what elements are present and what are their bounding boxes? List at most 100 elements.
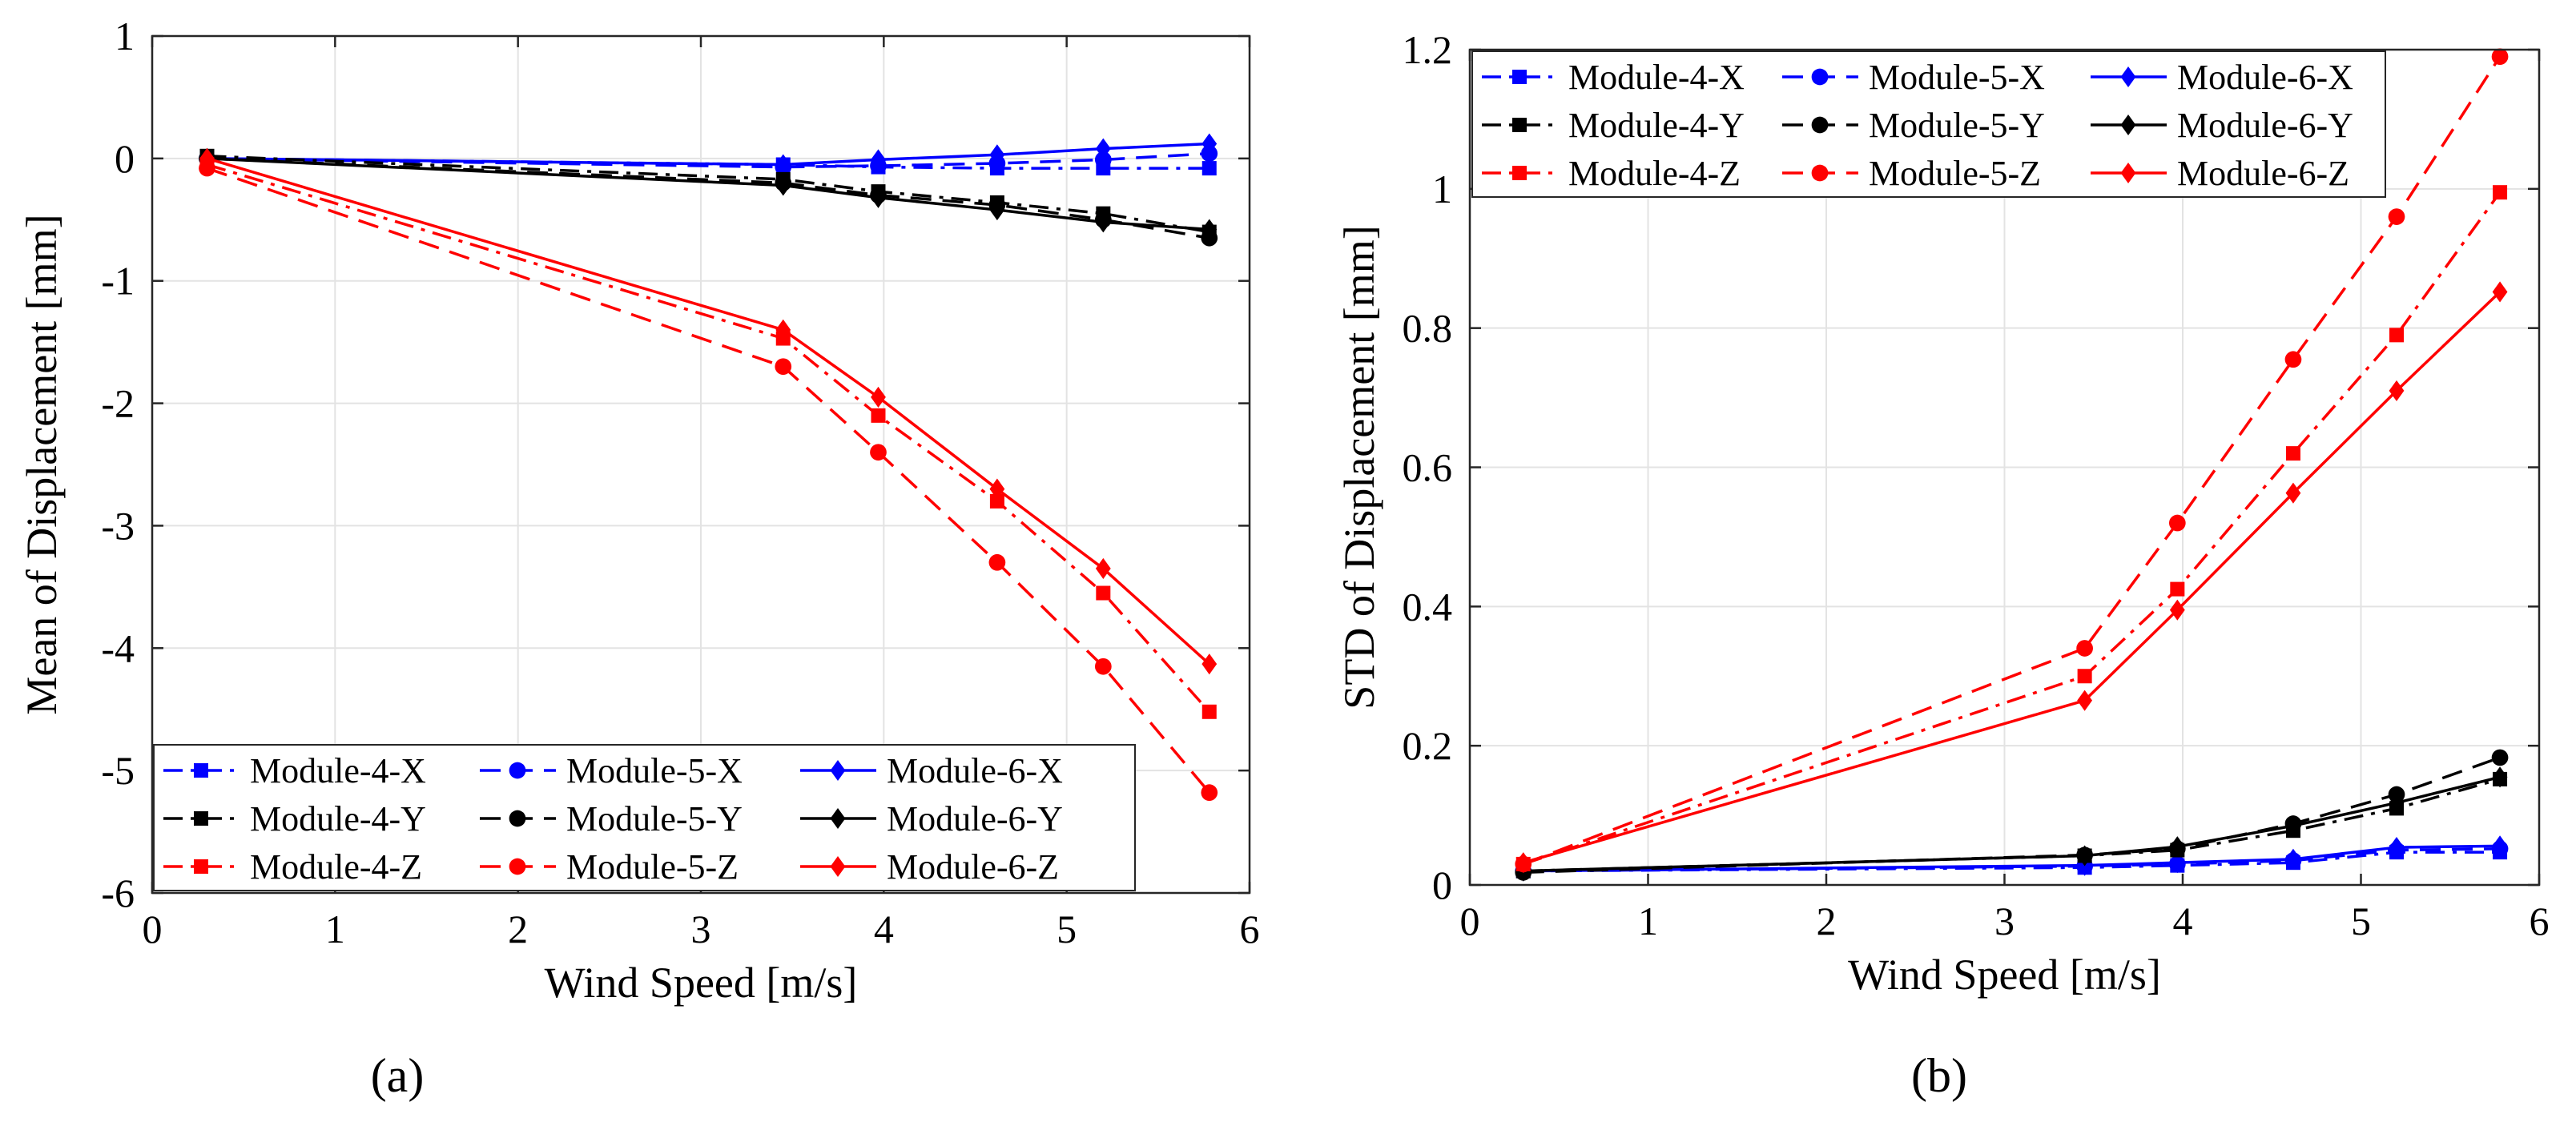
legend-entry: Module-4-Y: [163, 799, 426, 838]
data-point: [989, 493, 1004, 509]
y-tick-label: -2: [101, 381, 135, 426]
legend-label: Module-4-Y: [250, 799, 426, 838]
caption-b: (b): [1911, 1049, 1967, 1102]
legend-label: Module-4-X: [250, 751, 426, 790]
data-point: [989, 478, 1005, 500]
y-axis-label: STD of Displacement [mm]: [1335, 225, 1383, 709]
y-tick-label: 0.4: [1403, 584, 1453, 629]
series-line: [1523, 851, 2501, 873]
data-point: [1201, 219, 1218, 240]
legend-entry: Module-5-X: [1782, 58, 2045, 97]
legend-marker: [1811, 68, 1829, 86]
legend-marker: [1512, 70, 1527, 84]
legend-entry: Module-5-X: [480, 751, 743, 790]
x-tick-label: 1: [1638, 899, 1658, 943]
legend-entry: Module-6-X: [2091, 58, 2353, 97]
legend-entry: Module-6-Y: [2091, 106, 2353, 145]
x-tick-label: 2: [508, 907, 528, 951]
y-tick-label: 1: [115, 14, 135, 58]
series-module-6-z: [1515, 281, 2508, 874]
legend-marker: [509, 810, 526, 827]
legend-entry: Module-5-Z: [480, 847, 739, 887]
y-axis-label: Mean of Displacement [mm]: [18, 214, 66, 714]
data-point: [1095, 211, 1111, 233]
legend-entry: Module-6-Z: [2091, 154, 2349, 193]
data-point: [2169, 599, 2185, 621]
axes-frame: [151, 34, 1251, 895]
legend-entry: Module-5-Y: [1782, 106, 2045, 145]
series-line: [206, 167, 1211, 794]
legend-label: Module-6-Z: [887, 847, 1059, 887]
series-module-6-z: [199, 147, 1218, 675]
data-point: [2285, 482, 2301, 504]
data-point: [1095, 557, 1111, 579]
legend-label: Module-4-Z: [250, 847, 422, 887]
series-line: [1523, 775, 2501, 873]
legend-marker: [1811, 164, 1829, 182]
data-point: [2493, 185, 2508, 200]
data-point: [2492, 766, 2508, 788]
x-tick-label: 5: [2351, 899, 2371, 943]
chart-panel-a: 0 1 2 3 4 5 6 -6 -5 -4 -3 -2 -1 0 1 Wind Speed [m/s] Mea…: [18, 14, 1260, 1007]
data-point: [2076, 640, 2093, 657]
x-axis-label: Wind Speed [m/s]: [1848, 951, 2161, 999]
x-tick-label: 4: [2173, 899, 2193, 943]
data-point: [2285, 815, 2301, 837]
data-point: [1096, 585, 1111, 601]
legend-label: Module-4-Y: [1568, 106, 1745, 145]
data-point: [2491, 749, 2509, 766]
legend-label: Module-4-X: [1568, 58, 1745, 97]
legend-marker: [2120, 114, 2136, 136]
y-tick-label: 0: [115, 136, 135, 181]
x-tick-label: 5: [1057, 907, 1077, 951]
legend-marker: [2120, 66, 2136, 88]
y-tick-label: -3: [101, 503, 135, 548]
y-tick-label: 0.6: [1403, 445, 1453, 490]
data-point: [2388, 208, 2405, 225]
legend-label: Module-6-Z: [2177, 154, 2349, 193]
data-point: [989, 199, 1005, 221]
legend-entry: Module-5-Z: [1782, 154, 2041, 193]
series-line: [207, 157, 1210, 666]
legend-label: Module-6-X: [2177, 58, 2353, 97]
x-tick-label: 0: [1460, 899, 1480, 943]
y-tick-label: -1: [101, 259, 135, 304]
series-line: [1523, 291, 2502, 864]
data-point: [2389, 328, 2404, 343]
series-line: [207, 142, 1210, 167]
legend-entry: Module-4-Y: [1482, 106, 1745, 145]
data-point: [1094, 658, 1112, 675]
legend-marker: [830, 807, 846, 830]
legend-marker: [2120, 162, 2136, 184]
legend-label: Module-4-Z: [1568, 154, 1741, 193]
legend-label: Module-5-Z: [566, 847, 739, 887]
data-point: [2389, 380, 2405, 401]
legend-label: Module-5-X: [566, 751, 743, 790]
data-point: [1094, 151, 1112, 168]
legend-marker: [509, 762, 526, 779]
data-point: [871, 187, 886, 208]
legend-marker: [194, 763, 208, 778]
data-point: [199, 147, 215, 169]
legend-marker: [830, 855, 846, 878]
data-point: [2492, 835, 2508, 857]
series-line: [207, 155, 1210, 234]
data-point: [2168, 514, 2186, 532]
data-point: [871, 386, 886, 408]
data-point: [1201, 653, 1218, 675]
legend-marker: [830, 759, 846, 782]
data-point: [775, 175, 791, 196]
y-tick-label: 1: [1432, 167, 1452, 211]
data-point: [1095, 138, 1111, 159]
legend-marker: [1512, 166, 1527, 180]
series-line: [1523, 844, 2501, 873]
data-point: [2170, 581, 2185, 597]
legend-box: [1471, 50, 2386, 198]
data-point: [775, 319, 791, 340]
data-point: [775, 358, 792, 376]
data-point: [775, 154, 791, 175]
data-point: [1515, 852, 1532, 874]
caption-a: (a): [371, 1049, 425, 1102]
data-point: [871, 408, 886, 423]
legend-entry: Module-6-X: [800, 751, 1063, 790]
